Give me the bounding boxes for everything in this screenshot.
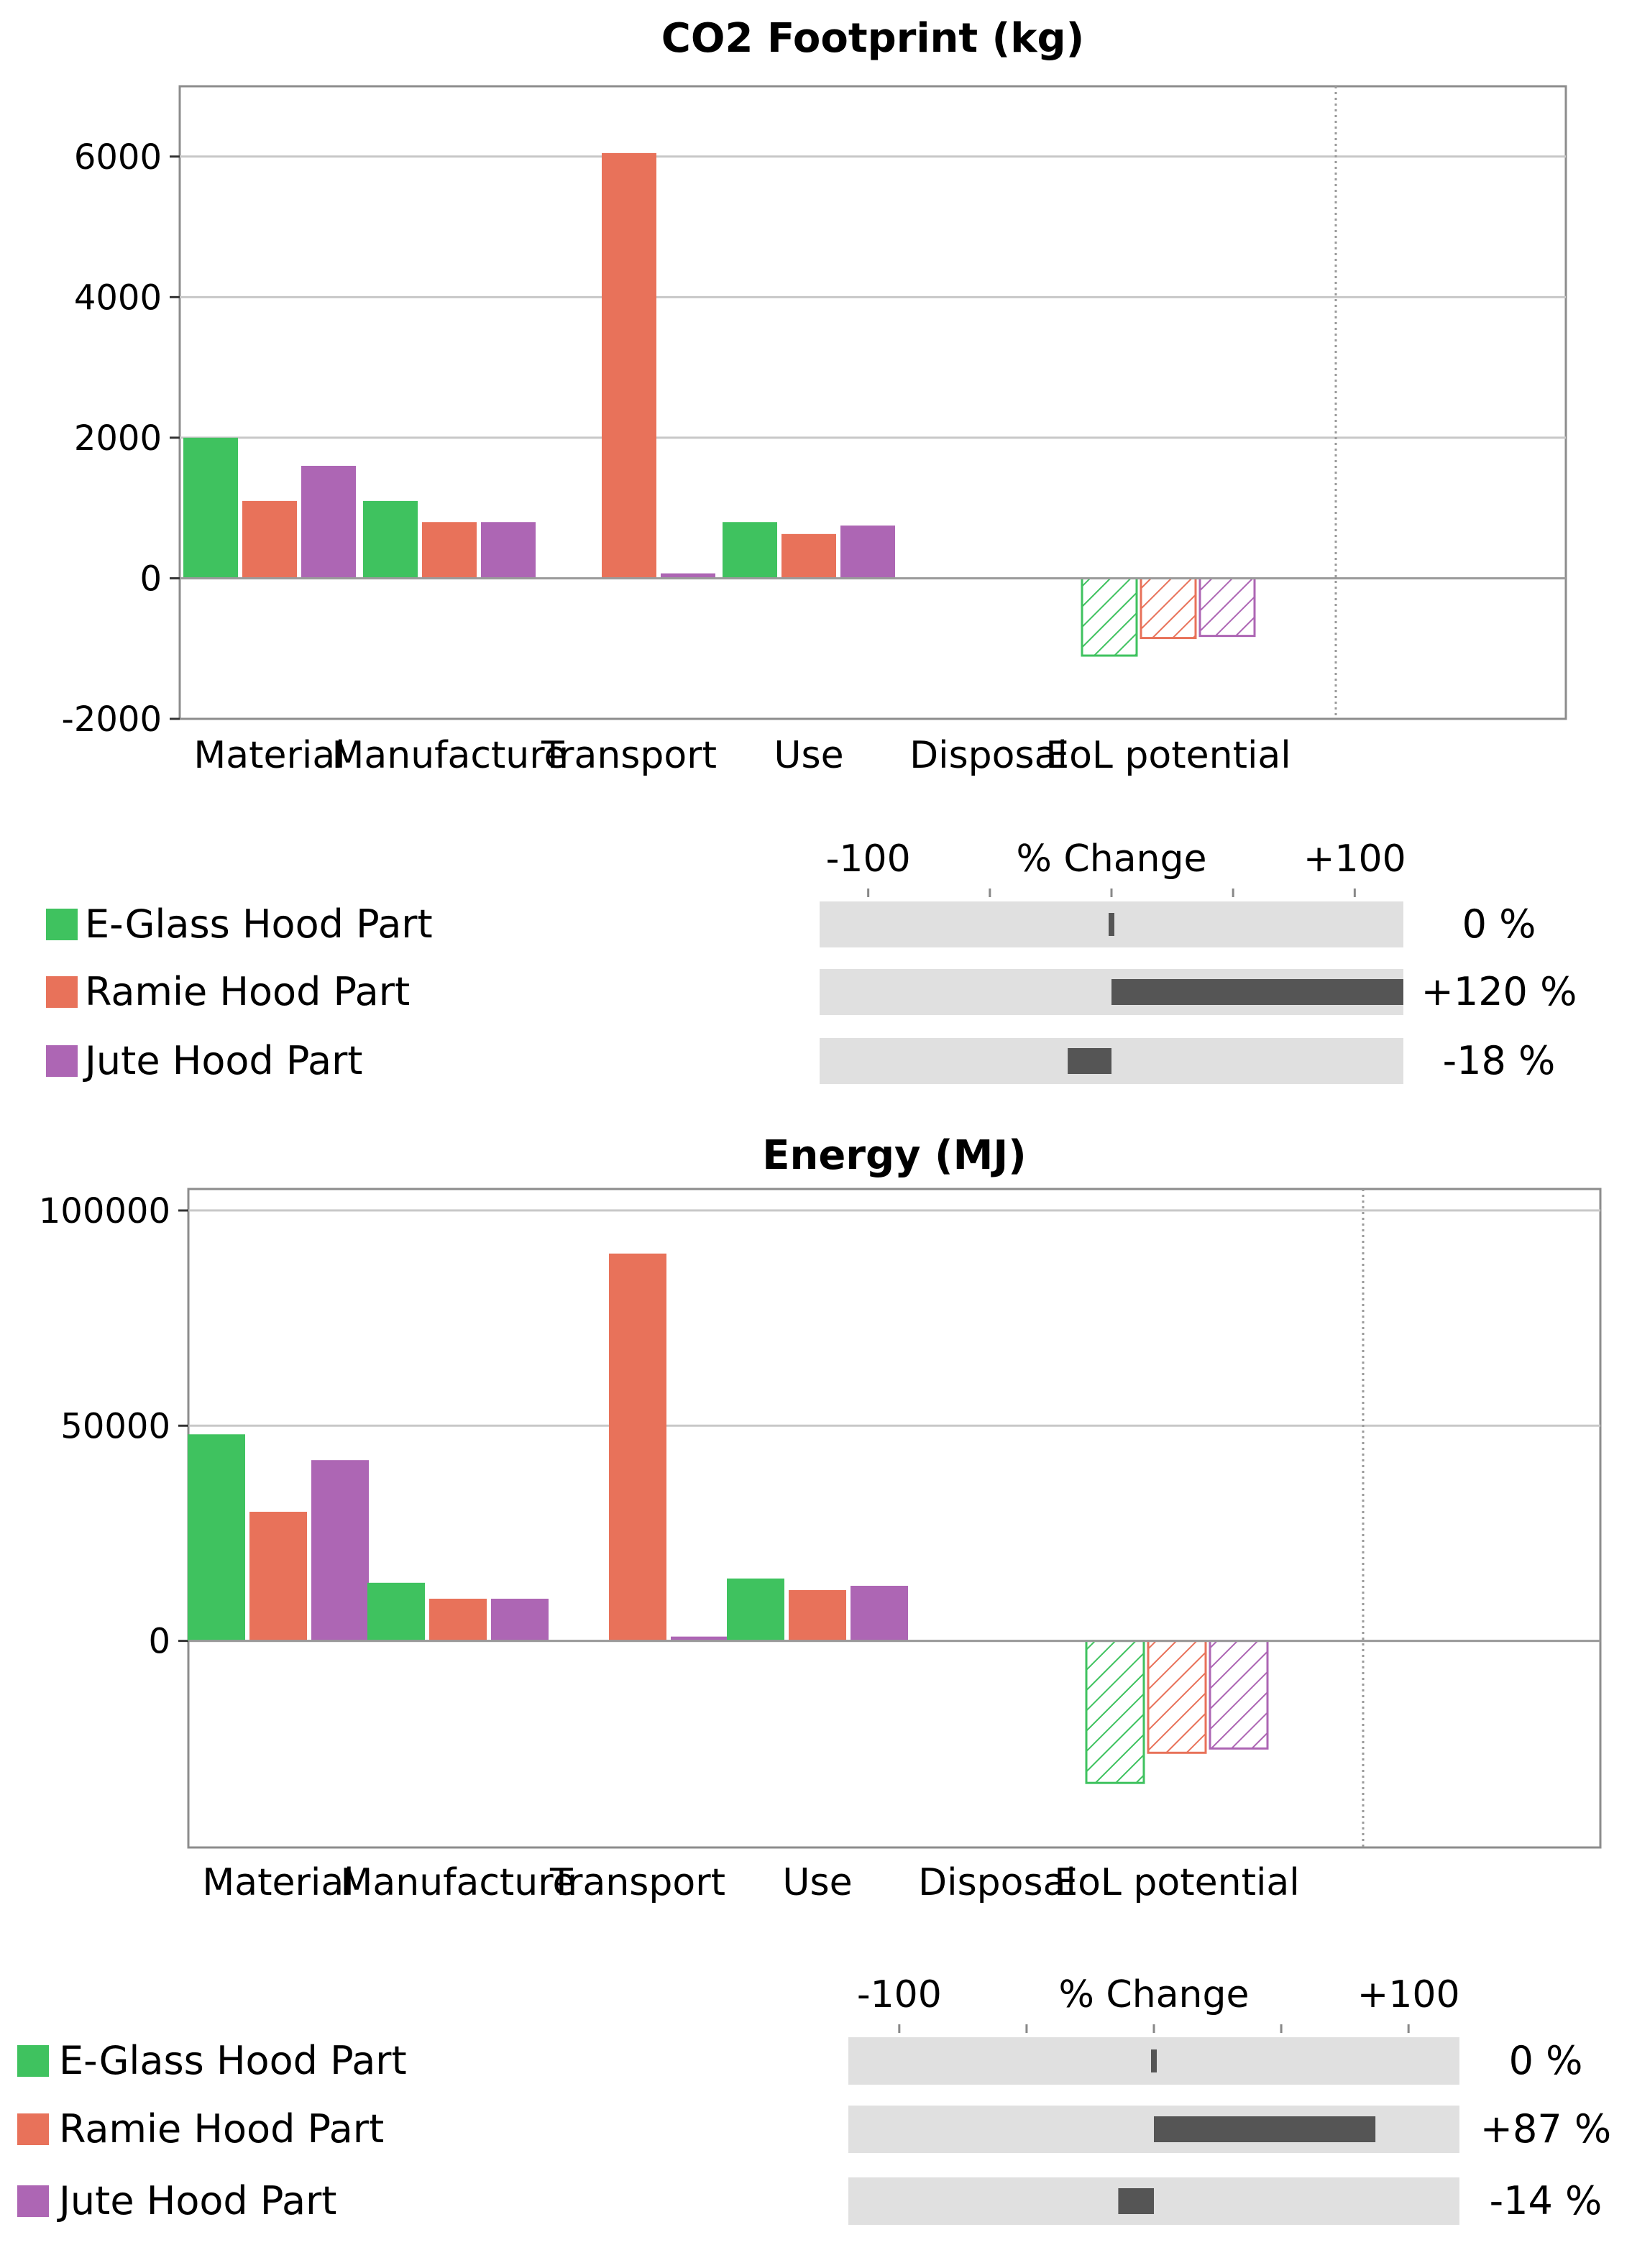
y-tick-label: 0 [139,559,162,599]
change-bar [1068,1048,1111,1074]
bar-use-3 [851,1585,908,1641]
change-axis-title: % Change [1016,837,1206,881]
co2-footprint-chart: CO2 Footprint (kg) 6000 4000 2000 0 -2000 Mate… [46,15,1577,1084]
y-tick-label: 2000 [74,418,162,459]
x-category-label: EoL potential [1054,1861,1299,1904]
change-axis-title: % Change [1058,1973,1249,2016]
legend-swatch [46,976,78,1008]
y-tick-label: 0 [148,1622,170,1662]
y-tick-label: -2000 [62,699,162,740]
legend-label: Jute Hood Part [57,2178,336,2223]
legend-swatch [17,2185,49,2217]
bar-material-1 [188,1434,245,1641]
bar-manufacture-2 [422,522,477,579]
legend-label: Ramie Hood Part [59,2106,384,2152]
x-category-label: Use [774,734,843,777]
x-category-label: Disposal [909,734,1068,777]
plot-area [187,1188,1602,1849]
bar-material-1 [183,437,238,579]
legend-label: Ramie Hood Part [85,969,410,1014]
x-category-label: Manufacture [341,1861,576,1904]
bar-transport-3 [661,573,715,579]
percent-change-label: -14 % [1490,2178,1603,2223]
bar-transport-2 [602,152,656,579]
percent-change-label: +87 % [1480,2106,1611,2152]
change-bar [1154,2116,1376,2142]
bar-use-1 [727,1578,784,1641]
bar-eol-potential-3 [1209,1640,1269,1750]
change-tick-label: +100 [1303,837,1406,881]
bar-manufacture-1 [367,1582,425,1641]
bar-transport-3 [671,1636,728,1641]
legend-swatch [46,1045,78,1077]
bar-eol-potential-2 [1147,1640,1207,1754]
x-category-label: Disposal [918,1861,1076,1904]
legend-label: E-Glass Hood Part [59,2038,407,2083]
legend-label: E-Glass Hood Part [85,901,433,947]
x-category-label: Transport [549,1861,725,1904]
y-tick-label: 4000 [74,277,162,318]
legend-swatch [46,909,78,940]
bar-eol-potential-1 [1081,577,1138,657]
change-bar [1151,2049,1157,2072]
y-tick-label: 50000 [60,1406,170,1446]
bar-use-2 [789,1589,846,1641]
bar-material-2 [249,1512,307,1641]
y-tick-label: 100000 [39,1191,170,1231]
bar-use-3 [840,525,895,579]
co2-footprint-panel: CO2 Footprint (kg) 6000 4000 2000 0 -2000 Mate… [0,0,1632,1129]
energy-chart: Energy (MJ) 100000 50000 0 MaterialManufactu… [17,1132,1611,2225]
bar-manufacture-3 [491,1598,549,1641]
legend-swatch [17,2113,49,2145]
bar-transport-2 [609,1253,666,1641]
x-category-label: Use [782,1861,852,1904]
bar-use-2 [781,533,836,579]
legend-swatch [17,2045,49,2077]
change-tick-label: +100 [1357,1973,1460,2016]
y-tick-label: 6000 [74,137,162,178]
percent-change-label: 0 % [1462,901,1536,947]
plot-area [178,85,1567,720]
x-category-label: EoL potential [1045,734,1291,777]
bar-use-1 [723,522,777,579]
chart-title: CO2 Footprint (kg) [661,15,1084,62]
x-category-label: Manufacture [332,734,567,777]
bar-material-3 [301,466,356,579]
change-tick-label: -100 [857,1973,942,2016]
energy-panel: Energy (MJ) 100000 50000 0 Material Manufactu… [0,1129,1632,2265]
legend-label: Jute Hood Part [83,1038,362,1083]
change-tick-label: -100 [826,837,911,881]
bar-material-3 [311,1460,369,1641]
x-category-label: Transport [541,734,717,777]
bar-manufacture-2 [429,1598,487,1641]
percent-change-label: -18 % [1443,1038,1556,1083]
bar-eol-potential-3 [1198,577,1256,638]
x-category-label: Material [202,1861,354,1904]
chart-title: Energy (MJ) [762,1132,1027,1179]
bar-manufacture-1 [363,500,418,579]
percent-change-label: +120 % [1421,969,1577,1014]
percent-change-label: 0 % [1509,2038,1583,2083]
change-bar [1118,2188,1154,2214]
bar-eol-potential-2 [1140,577,1197,640]
x-category-label: Material [193,734,345,777]
bar-manufacture-3 [481,522,536,579]
bar-eol-potential-1 [1085,1640,1145,1784]
change-bar [1111,979,1403,1005]
bar-material-2 [242,500,297,579]
change-bar [1109,913,1114,936]
